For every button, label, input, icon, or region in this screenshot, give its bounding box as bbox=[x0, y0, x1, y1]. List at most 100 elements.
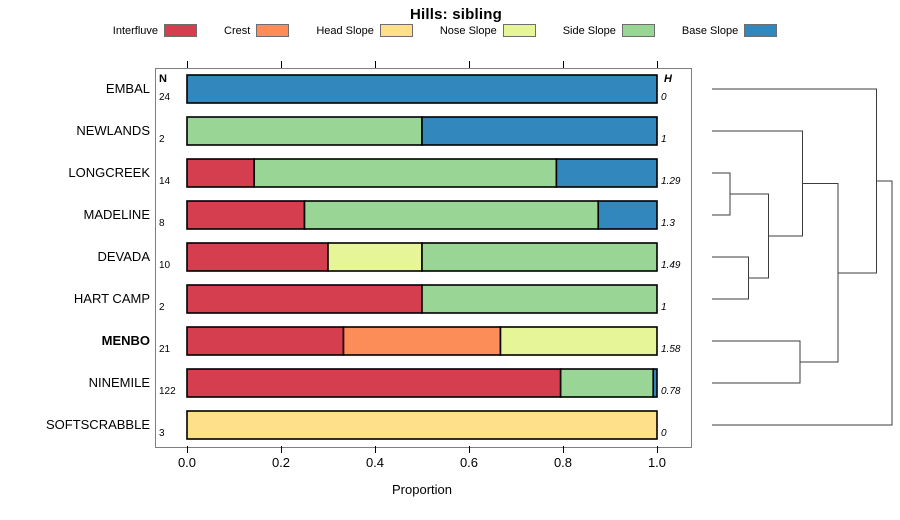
bar-segment bbox=[186, 284, 423, 314]
legend-swatch bbox=[256, 24, 290, 37]
category-label: SOFTSCRABBLE bbox=[45, 417, 150, 432]
legend-swatch bbox=[379, 24, 413, 37]
n-column-header: N bbox=[159, 73, 167, 85]
x-axis-tick-label: 0.6 bbox=[459, 455, 479, 470]
x-axis-tick-label: 0.2 bbox=[271, 455, 291, 470]
bars-canvas bbox=[186, 74, 658, 440]
dendrogram-link bbox=[730, 193, 769, 279]
legend-item: Side Slope bbox=[563, 24, 655, 37]
dendrogram bbox=[712, 88, 893, 426]
category-label: NINEMILE bbox=[88, 375, 150, 390]
x-axis-tick bbox=[657, 446, 658, 453]
x-axis-tick bbox=[563, 446, 564, 453]
bar-segment bbox=[186, 74, 658, 104]
bar-segment bbox=[559, 368, 655, 398]
h-value: 1.3 bbox=[661, 218, 675, 229]
category-label: HART CAMP bbox=[73, 291, 150, 306]
legend-label: Side Slope bbox=[562, 24, 616, 37]
legend-swatch bbox=[621, 24, 655, 37]
bar-segment bbox=[597, 200, 658, 230]
category-label: MADELINE bbox=[83, 207, 150, 222]
legend-swatch bbox=[502, 24, 536, 37]
category-label: MENBO bbox=[101, 333, 150, 348]
h-value: 0.78 bbox=[661, 386, 681, 397]
x-axis-tick bbox=[657, 61, 658, 68]
legend-swatch bbox=[744, 24, 778, 37]
bar-segment bbox=[421, 116, 658, 146]
h-value: 0 bbox=[661, 92, 667, 103]
n-value: 122 bbox=[159, 386, 176, 397]
x-axis-tick-label: 1.0 bbox=[647, 455, 667, 470]
dendrogram-link bbox=[712, 340, 801, 384]
h-value: 1 bbox=[661, 302, 667, 313]
x-axis-tick bbox=[375, 61, 376, 68]
legend-item: Head Slope bbox=[316, 24, 413, 37]
bar-segment bbox=[186, 368, 562, 398]
n-value: 2 bbox=[159, 134, 165, 145]
chart-title: Hills: sibling bbox=[410, 6, 502, 23]
x-axis-tick bbox=[187, 61, 188, 68]
legend-item: Nose Slope bbox=[440, 24, 536, 37]
n-value: 3 bbox=[159, 428, 165, 439]
dendrogram-link bbox=[712, 256, 750, 300]
h-value: 1.49 bbox=[661, 260, 681, 271]
x-axis-tick bbox=[281, 446, 282, 453]
bar-segment bbox=[186, 326, 345, 356]
x-axis-tick bbox=[563, 61, 564, 68]
bar-segment bbox=[186, 410, 658, 440]
n-value: 10 bbox=[159, 260, 171, 271]
h-value: 0 bbox=[661, 428, 667, 439]
n-value: 2 bbox=[159, 302, 165, 313]
legend-label: Head Slope bbox=[316, 24, 374, 37]
n-value: 8 bbox=[159, 218, 165, 229]
bar-segment bbox=[186, 116, 423, 146]
x-axis-tick bbox=[281, 61, 282, 68]
x-axis-tick bbox=[469, 446, 470, 453]
x-axis-tick bbox=[469, 61, 470, 68]
plot-box bbox=[155, 68, 692, 448]
dendrogram-link bbox=[712, 88, 877, 274]
category-label: NEWLANDS bbox=[76, 123, 150, 138]
bar-segment bbox=[327, 242, 423, 272]
legend-item: Crest bbox=[224, 24, 290, 37]
legend-label: Base Slope bbox=[681, 24, 739, 37]
x-axis-tick-label: 0.8 bbox=[553, 455, 573, 470]
x-axis-tick-label: 0.0 bbox=[177, 455, 197, 470]
dendrogram-link bbox=[800, 183, 839, 363]
legend-item: Interfluve bbox=[112, 24, 198, 37]
legend-label: Crest bbox=[224, 24, 251, 37]
n-value: 21 bbox=[159, 344, 171, 355]
category-label: DEVADA bbox=[97, 249, 151, 264]
h-value: 1.58 bbox=[661, 344, 681, 355]
legend: Interfluve Crest Head Slope Nose Slope Side … bbox=[0, 24, 890, 37]
dendrogram-link bbox=[712, 130, 804, 237]
h-value: 1.29 bbox=[661, 176, 681, 187]
h-column-header: H bbox=[664, 73, 672, 85]
legend-swatch bbox=[164, 24, 198, 37]
bar-segment bbox=[555, 158, 658, 188]
category-label: LONGCREEK bbox=[68, 165, 150, 180]
dendrogram-link bbox=[712, 172, 731, 216]
bar-segment bbox=[186, 158, 256, 188]
bar-segment bbox=[342, 326, 502, 356]
x-axis-tick bbox=[187, 446, 188, 453]
legend-label: Interfluve bbox=[112, 24, 159, 37]
category-label: EMBAL bbox=[105, 81, 150, 96]
bar-segment bbox=[253, 158, 558, 188]
dendrogram-link bbox=[712, 180, 893, 426]
bar-segment bbox=[186, 242, 329, 272]
bar-segment bbox=[303, 200, 600, 230]
bar-segment bbox=[421, 242, 658, 272]
n-value: 14 bbox=[159, 176, 171, 187]
x-axis-tick bbox=[375, 446, 376, 453]
x-axis-tick-label: 0.4 bbox=[365, 455, 385, 470]
bar-segment bbox=[421, 284, 658, 314]
legend-item: Base Slope bbox=[681, 24, 778, 37]
bar-segment bbox=[186, 200, 306, 230]
bar-segment bbox=[499, 326, 658, 356]
bar-segment bbox=[652, 368, 658, 398]
h-value: 1 bbox=[661, 134, 667, 145]
n-value: 24 bbox=[159, 92, 171, 103]
x-axis-label: Proportion bbox=[392, 482, 452, 497]
legend-label: Nose Slope bbox=[439, 24, 497, 37]
